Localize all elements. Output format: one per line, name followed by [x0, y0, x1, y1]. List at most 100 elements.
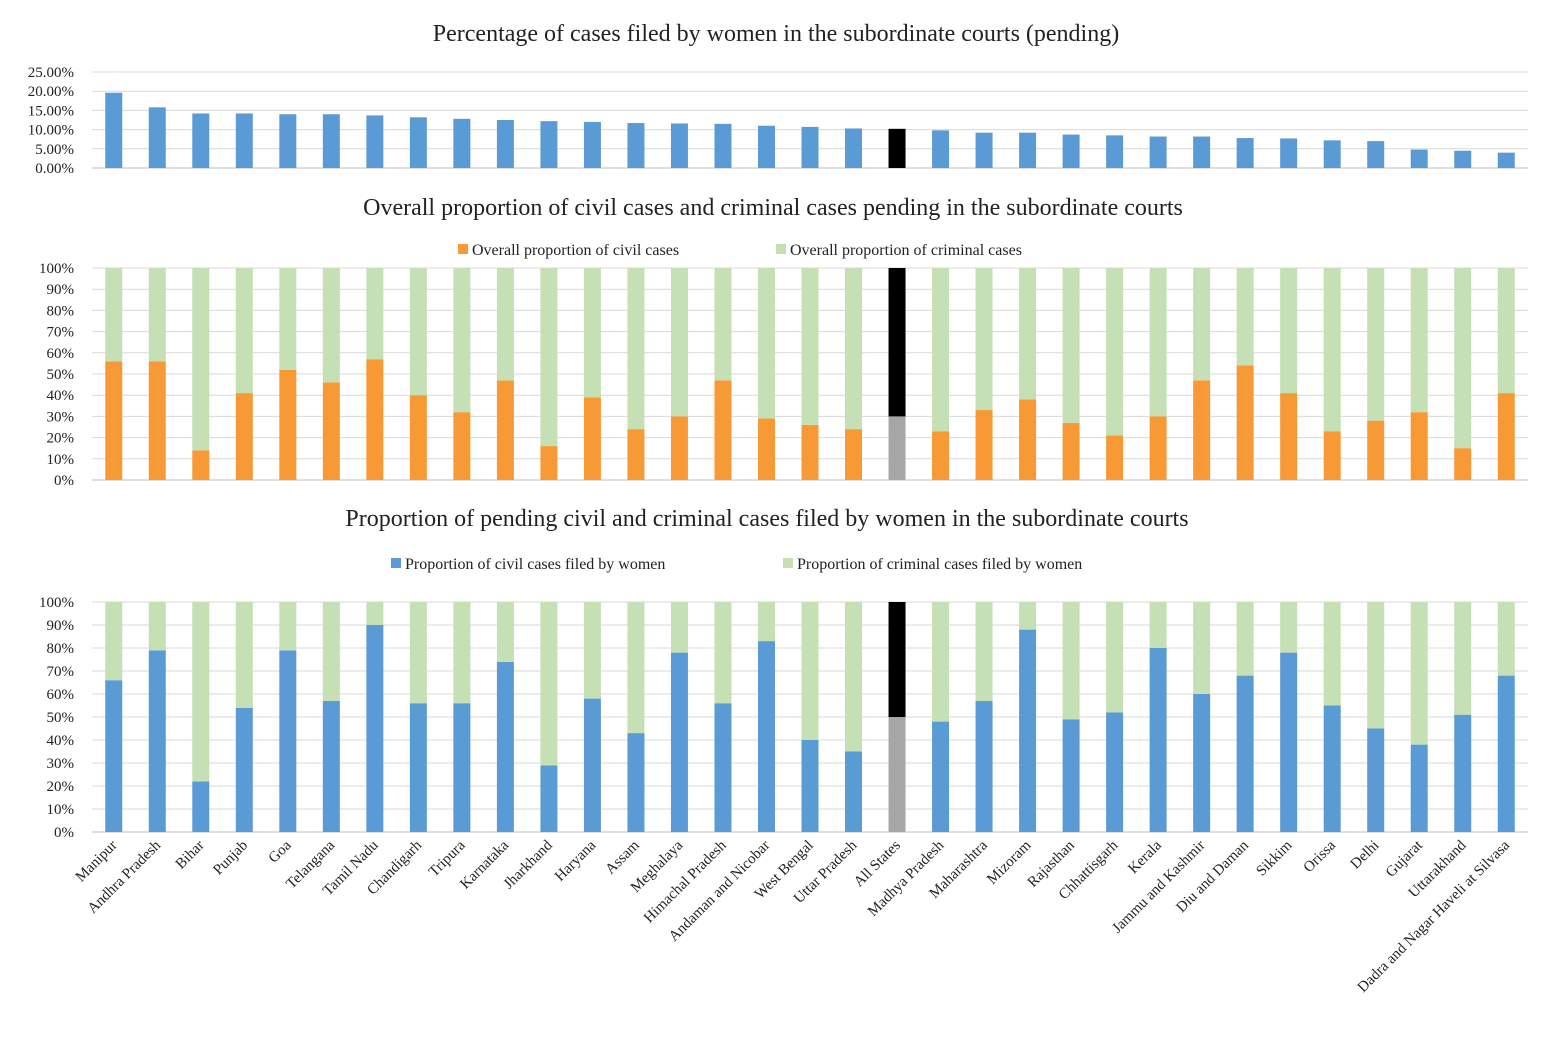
category-label: Goa: [266, 837, 295, 866]
chart1-bar: [235, 113, 253, 168]
c2-bar-upper: [540, 268, 558, 447]
c3-bar-upper: [1236, 602, 1254, 676]
c1-y-tick-label: 10.00%: [28, 123, 74, 139]
chart1-y-axis: 0.00% 5.00% 10.00% 15.00% 20.00% 25.00%: [28, 65, 74, 177]
c2-bar-lower: [1497, 393, 1515, 480]
c2-bar-lower: [148, 361, 166, 480]
c3-bar-upper: [235, 602, 253, 708]
c3-bar-lower: [888, 717, 906, 832]
chart1-bar: [1019, 132, 1037, 168]
c3-bar-lower: [105, 680, 123, 832]
c3-bar-upper: [1410, 602, 1428, 745]
category-label: Bihar: [173, 838, 208, 873]
chart3-y-axis: 0% 10% 20% 30% 40% 50% 60% 70% 80% 90% 100%: [39, 595, 74, 841]
c2-bar-lower: [235, 393, 253, 480]
c2-bar-lower: [670, 416, 688, 480]
c3-bar-upper: [496, 602, 514, 662]
c3-bar-upper: [409, 602, 427, 704]
c3-bar-upper: [279, 602, 297, 651]
c2-bar-upper: [888, 268, 906, 417]
c3-bar-lower: [1280, 652, 1298, 832]
c3-y-tick-label: 60%: [47, 687, 75, 703]
chart1-bar: [1193, 136, 1211, 168]
c1-y-tick-label: 20.00%: [28, 84, 74, 100]
c2-bar-lower: [888, 416, 906, 480]
c3-bar-lower: [714, 703, 732, 832]
chart2-legend-criminal-label: Overall proportion of criminal cases: [790, 242, 1022, 259]
chart1-bar: [1454, 150, 1472, 168]
c2-bar-upper: [714, 268, 732, 381]
chart1-bar: [1410, 149, 1428, 168]
c3-bar-upper: [1062, 602, 1080, 720]
c2-bar-lower: [1280, 393, 1298, 480]
c3-y-tick-label: 100%: [39, 595, 74, 611]
c3-bar-upper: [670, 602, 688, 653]
c3-bar-upper: [714, 602, 732, 704]
chart1-bar: [888, 128, 906, 168]
c3-bar-upper: [1193, 602, 1211, 694]
c3-bar-upper: [1454, 602, 1472, 715]
c2-y-tick-label: 0%: [54, 473, 74, 489]
c3-y-tick-label: 80%: [47, 641, 75, 657]
c3-bar-lower: [1062, 719, 1080, 832]
c2-bar-lower: [1367, 420, 1385, 480]
c2-y-tick-label: 60%: [47, 346, 75, 362]
c3-bar-lower: [366, 625, 384, 832]
c2-bar-upper: [583, 268, 601, 398]
chart2-legend-civil-label: Overall proportion of civil cases: [472, 242, 679, 259]
c3-bar-upper: [1497, 602, 1515, 676]
c2-bar-lower: [453, 412, 471, 480]
chart2-legend: Overall proportion of civil cases Overal…: [458, 242, 1022, 259]
category-label: Assam: [603, 837, 643, 877]
c2-bar-lower: [496, 380, 514, 480]
c1-y-tick-label: 25.00%: [28, 65, 74, 81]
c2-bar-upper: [1149, 268, 1167, 417]
c3-bar-lower: [453, 703, 471, 832]
c2-bar-upper: [932, 268, 950, 432]
c3-bar-lower: [496, 661, 514, 832]
c2-bar-upper: [322, 268, 340, 383]
chart1-bar: [1280, 138, 1298, 168]
c2-y-tick-label: 100%: [39, 261, 74, 277]
c2-bar-lower: [1062, 422, 1080, 480]
c2-bar-upper: [1106, 268, 1124, 436]
chart3-legend-criminal-label: Proportion of criminal cases filed by wo…: [797, 556, 1082, 573]
c3-y-tick-label: 20%: [47, 779, 75, 795]
c2-bar-lower: [801, 424, 819, 480]
c3-bar-upper: [801, 602, 819, 740]
c3-bar-lower: [845, 751, 863, 832]
c1-y-tick-label: 0.00%: [35, 161, 74, 177]
c3-bar-upper: [366, 602, 384, 625]
chart1-bar: [1062, 134, 1080, 168]
c2-bar-upper: [1367, 268, 1385, 421]
chart1-title: Percentage of cases filed by women in th…: [433, 21, 1119, 47]
c2-bar-upper: [801, 268, 819, 425]
c2-bar-upper: [453, 268, 471, 413]
c2-bar-lower: [975, 410, 993, 480]
c2-bar-lower: [583, 397, 601, 480]
category-label: Haryana: [552, 837, 599, 884]
c2-bar-upper: [409, 268, 427, 396]
c3-bar-lower: [1497, 675, 1515, 832]
c2-bar-upper: [235, 268, 253, 394]
c3-bar-lower: [1323, 705, 1341, 832]
c3-bar-upper: [888, 602, 906, 717]
chart3-title: Proportion of pending civil and criminal…: [345, 506, 1188, 532]
chart1-bar: [757, 125, 775, 168]
c2-y-tick-label: 90%: [47, 282, 75, 298]
c3-y-tick-label: 90%: [47, 618, 75, 634]
c2-bar-upper: [192, 268, 210, 451]
c2-bar-lower: [1193, 380, 1211, 480]
c2-bar-lower: [932, 431, 950, 480]
c2-y-tick-label: 70%: [47, 325, 75, 341]
chart1-bar: [670, 123, 688, 168]
c2-bar-lower: [409, 395, 427, 480]
chart1-bar: [322, 114, 340, 168]
chart1-bar: [845, 128, 863, 168]
c2-bar-lower: [105, 361, 123, 480]
c3-bar-lower: [1236, 675, 1254, 832]
c2-bar-upper: [1236, 268, 1254, 366]
c3-bar-upper: [322, 602, 340, 701]
c3-bar-lower: [757, 641, 775, 832]
